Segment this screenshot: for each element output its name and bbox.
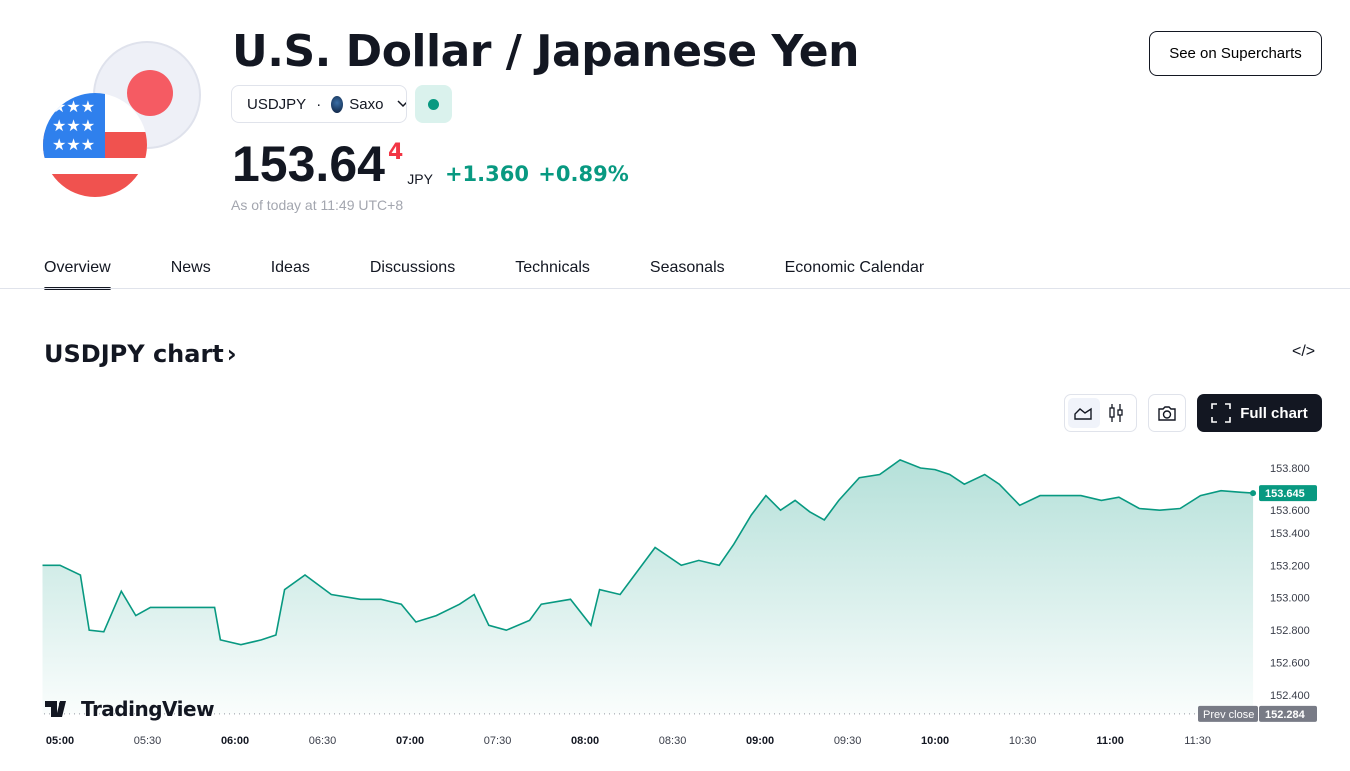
candles-chart-button[interactable] bbox=[1100, 398, 1132, 428]
prev-close-caption: Prev close bbox=[1203, 709, 1254, 721]
change-abs: +1.360 bbox=[444, 162, 529, 186]
last-price-text: 153.645 bbox=[1265, 488, 1305, 500]
full-chart-button[interactable]: Full chart bbox=[1197, 394, 1322, 432]
price-area-fill bbox=[42, 459, 1254, 714]
symbol-logo: ★★★ ★★★ ★★★ bbox=[40, 40, 205, 205]
price-last-digit: 4 bbox=[387, 140, 404, 165]
svg-text:★★★: ★★★ bbox=[52, 135, 95, 154]
candlestick-icon bbox=[1109, 404, 1123, 422]
camera-icon bbox=[1158, 405, 1176, 421]
area-chart-icon bbox=[1074, 407, 1092, 420]
x-tick-label: 11:00 bbox=[1096, 735, 1124, 747]
price-chart[interactable]: 153.800 153.600 153.400 153.200 153.000 152.8… bbox=[0, 430, 1350, 760]
x-tick-label: 05:00 bbox=[46, 735, 74, 747]
as-of-timestamp: As of today at 11:49 UTC+8 bbox=[231, 197, 404, 213]
area-chart-button[interactable] bbox=[1068, 398, 1100, 428]
tab-overview[interactable]: Overview bbox=[44, 256, 111, 290]
x-tick-label: 10:00 bbox=[921, 735, 949, 747]
currency: JPY bbox=[407, 171, 433, 187]
tradingview-logo-icon bbox=[45, 701, 66, 717]
separator: · bbox=[316, 95, 322, 113]
price: 153.64 bbox=[232, 136, 385, 192]
y-tick-label: 153.000 bbox=[1270, 593, 1310, 605]
price-row: 153.64 4 JPY +1.360 +0.89% bbox=[232, 134, 629, 194]
full-chart-label: Full chart bbox=[1240, 404, 1308, 422]
y-tick-label: 152.600 bbox=[1270, 658, 1310, 670]
x-tick-label: 10:30 bbox=[1009, 735, 1037, 747]
price-change: +1.360 +0.89% bbox=[445, 162, 629, 186]
prev-close-value: 152.284 bbox=[1265, 709, 1306, 721]
fullscreen-icon bbox=[1211, 403, 1232, 423]
chart-type-toggle bbox=[1064, 394, 1137, 432]
x-tick-label: 06:30 bbox=[309, 735, 337, 747]
saxo-logo-icon bbox=[331, 95, 344, 113]
chevron-right-icon: › bbox=[226, 340, 237, 368]
market-status-indicator[interactable] bbox=[415, 85, 452, 123]
tab-bar: Overview News Ideas Discussions Technica… bbox=[44, 256, 984, 290]
svg-text:★★★: ★★★ bbox=[52, 116, 95, 135]
tradingview-logo[interactable]: TradingView bbox=[45, 697, 215, 721]
exchange-label: Saxo bbox=[349, 95, 384, 113]
see-on-supercharts-button[interactable]: See on Supercharts bbox=[1149, 31, 1322, 76]
x-tick-label: 08:00 bbox=[571, 735, 599, 747]
tradingview-logo-text: TradingView bbox=[81, 697, 215, 721]
embed-code-icon[interactable]: </> bbox=[1292, 343, 1316, 360]
tab-seasonals[interactable]: Seasonals bbox=[649, 259, 725, 276]
x-tick-label: 05:30 bbox=[134, 735, 162, 747]
y-tick-label: 152.400 bbox=[1270, 690, 1310, 702]
tab-ideas[interactable]: Ideas bbox=[270, 259, 310, 276]
page-title: U.S. Dollar / Japanese Yen bbox=[232, 26, 859, 77]
y-tick-label: 153.200 bbox=[1270, 560, 1310, 572]
last-price-label: 153.645 bbox=[1259, 485, 1317, 502]
x-tick-label: 11:30 bbox=[1184, 735, 1211, 747]
tab-technicals[interactable]: Technicals bbox=[515, 259, 590, 276]
screenshot-button[interactable] bbox=[1148, 394, 1186, 432]
x-tick-label: 07:30 bbox=[484, 735, 512, 747]
x-tick-label: 09:00 bbox=[746, 735, 774, 747]
change-pct: +0.89% bbox=[538, 162, 629, 186]
prev-close-label: Prev close 152.284 bbox=[1198, 705, 1317, 722]
chart-title-link[interactable]: USDJPY chart › bbox=[44, 340, 237, 368]
svg-text:★★★: ★★★ bbox=[52, 97, 95, 116]
last-price-dot bbox=[1250, 490, 1257, 497]
chevron-down-icon bbox=[397, 100, 406, 108]
symbol-exchange-selector[interactable]: USDJPY · Saxo bbox=[231, 85, 407, 123]
x-tick-label: 06:00 bbox=[221, 735, 249, 747]
market-open-dot-icon bbox=[428, 98, 439, 110]
y-tick-label: 153.800 bbox=[1270, 463, 1310, 475]
tab-news[interactable]: News bbox=[170, 259, 211, 276]
y-tick-label: 152.800 bbox=[1270, 625, 1310, 637]
price-line bbox=[42, 458, 1254, 646]
x-tick-label: 08:30 bbox=[659, 735, 687, 747]
tab-economic-calendar[interactable]: Economic Calendar bbox=[784, 259, 925, 276]
x-tick-label: 07:00 bbox=[396, 735, 424, 747]
divider bbox=[0, 288, 1350, 289]
y-tick-label: 153.400 bbox=[1270, 528, 1310, 540]
symbol-label: USDJPY bbox=[247, 95, 307, 113]
tab-discussions[interactable]: Discussions bbox=[369, 259, 456, 276]
x-tick-label: 09:30 bbox=[834, 735, 862, 747]
chart-title: USDJPY chart bbox=[44, 340, 224, 368]
y-tick-label: 153.600 bbox=[1270, 505, 1310, 517]
